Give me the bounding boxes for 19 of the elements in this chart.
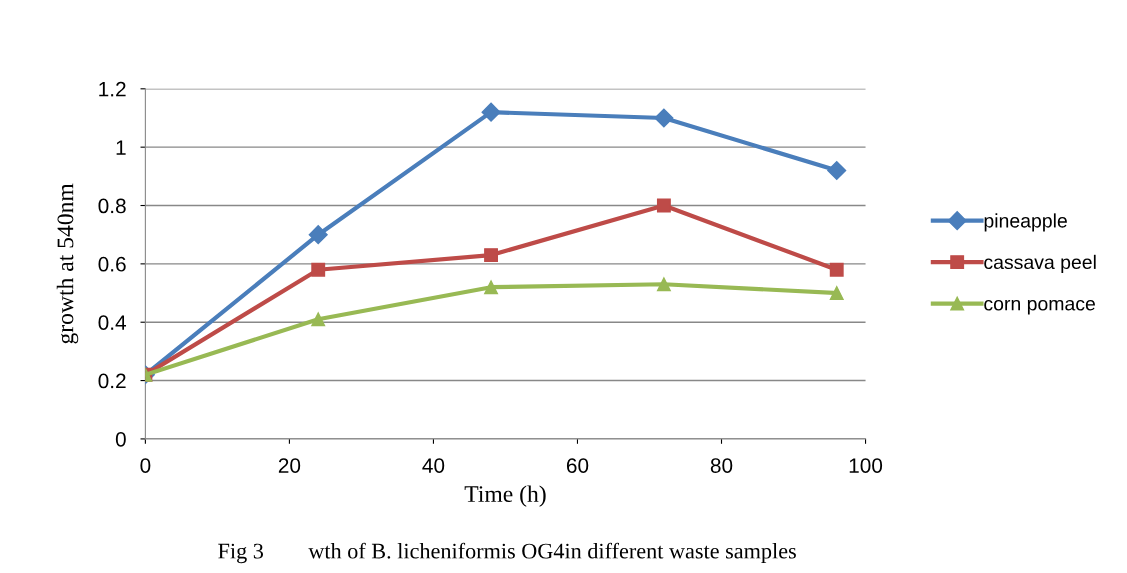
caption: Fig 3 wth of B. licheniformis OG4in different waste samples <box>218 542 796 564</box>
x-tick-label: 20 <box>278 458 301 473</box>
x-tick-label: 40 <box>422 458 445 473</box>
y-tick-label: 0.4 <box>98 315 127 330</box>
x-tick-label: 60 <box>566 458 589 473</box>
legend-label: pineapple <box>984 213 1067 232</box>
y-tick-label: 0.8 <box>98 198 126 214</box>
legend-label: corn pomace <box>984 299 1095 315</box>
y-tick-label: 1.2 <box>99 81 126 97</box>
x-axis-title: Time (h) <box>464 485 546 507</box>
x-tick-label: 100 <box>849 458 883 473</box>
y-tick-label: 1 <box>116 140 126 155</box>
y-tick-label: 0 <box>115 431 126 447</box>
x-tick-label: 0 <box>140 458 151 473</box>
y-tick-label: 0.6 <box>98 256 126 272</box>
y-tick-label: 0.2 <box>98 373 126 389</box>
y-axis-title: growth at 540nm <box>56 183 79 344</box>
legend-label: cassava peel <box>984 254 1096 273</box>
x-tick-label: 80 <box>710 458 733 473</box>
